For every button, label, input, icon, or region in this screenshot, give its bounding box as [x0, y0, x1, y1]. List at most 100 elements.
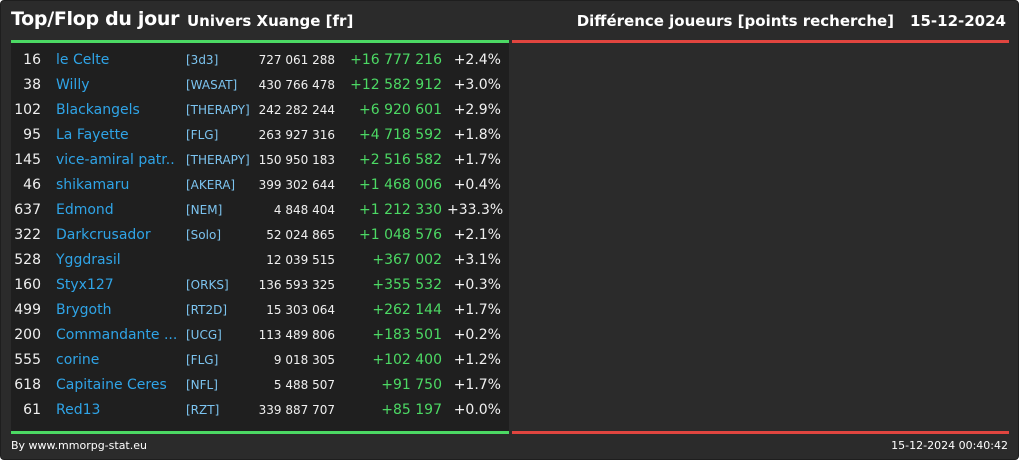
alliance-tag-link[interactable]: [3d3]: [186, 53, 219, 67]
percent-change: +0.4%: [453, 177, 501, 193]
header-info: Différence joueurs [points recherche] 15…: [577, 12, 1006, 30]
alliance-tag-link[interactable]: [Solo]: [186, 228, 221, 242]
player-name-link[interactable]: corine: [56, 352, 100, 368]
points-difference: +1 468 006: [359, 177, 442, 193]
player-name-link[interactable]: le Celte: [56, 52, 110, 68]
percent-change: +0.0%: [453, 402, 501, 418]
player-name-link[interactable]: shikamaru: [56, 177, 130, 193]
percent-change: +1.7%: [453, 377, 501, 393]
player-points: 430 766 478: [258, 78, 335, 92]
player-rank: 618: [14, 377, 41, 393]
player-rank: 322: [14, 227, 41, 243]
player-name-link[interactable]: vice-amiral patr...: [56, 152, 176, 168]
player-points: 9 018 305: [273, 353, 335, 367]
points-difference: +12 582 912: [350, 77, 442, 93]
percent-change: +1.2%: [453, 352, 501, 368]
alliance-tag-link[interactable]: [FLG]: [186, 353, 219, 367]
points-difference: +367 002: [372, 252, 442, 268]
table-row: 555 corine [FLG] 9 018 305 +102 400 +1.2%: [11, 348, 509, 373]
points-difference: +16 777 216: [350, 52, 442, 68]
player-name-link[interactable]: Willy: [56, 77, 90, 93]
player-name-link[interactable]: Brygoth: [56, 302, 112, 318]
player-rank: 200: [14, 327, 41, 343]
player-name-link[interactable]: Darkcrusador: [56, 227, 151, 243]
percent-change: +33.3%: [447, 202, 504, 218]
table-row: 95 La Fayette [FLG] 263 927 316 +4 718 592 +1…: [11, 123, 509, 148]
alliance-tag-link[interactable]: [AKERA]: [186, 178, 236, 192]
player-rank: 102: [14, 102, 41, 118]
percent-change: +2.1%: [453, 227, 501, 243]
table-row: 16 le Celte [3d3] 727 061 288 +16 777 216 +2.…: [11, 48, 509, 73]
player-name-link[interactable]: La Fayette: [56, 127, 129, 143]
table-row: 102 Blackangels [THERAPY] 242 282 244 +6 920…: [11, 98, 509, 123]
table-row: 38 Willy [WASAT] 430 766 478 +12 582 912 +3.0…: [11, 73, 509, 98]
player-rank: 38: [23, 77, 41, 93]
generated-timestamp: 15-12-2024 00:40:42: [891, 439, 1008, 452]
points-difference: +183 501: [372, 327, 442, 343]
site-credit: By www.mmorpg-stat.eu: [11, 439, 147, 452]
player-name-link[interactable]: Capitaine Ceres: [56, 377, 167, 393]
percent-change: +1.7%: [453, 152, 501, 168]
points-difference: +91 750: [381, 377, 442, 393]
percent-change: +0.3%: [453, 277, 501, 293]
player-rank: 61: [23, 402, 41, 418]
table-row: 618 Capitaine Ceres [NFL] 5 488 507 +91 750 +…: [11, 373, 509, 398]
player-name-link[interactable]: Edmond: [56, 202, 114, 218]
table-row: 637 Edmond [NEM] 4 848 404 +1 212 330 +33.3%: [11, 198, 509, 223]
percent-change: +2.4%: [453, 52, 501, 68]
player-points: 15 303 064: [266, 303, 335, 317]
points-difference: +2 516 582: [359, 152, 442, 168]
player-rank: 555: [14, 352, 41, 368]
player-name-link[interactable]: Commandante ...: [56, 327, 176, 343]
player-name-link[interactable]: Red13: [56, 402, 101, 418]
points-difference: +102 400: [372, 352, 442, 368]
player-rank: 95: [23, 127, 41, 143]
alliance-tag-link[interactable]: [RZT]: [186, 403, 220, 417]
player-points: 136 593 325: [258, 278, 335, 292]
alliance-tag-link[interactable]: [FLG]: [186, 128, 219, 142]
points-difference: +6 920 601: [359, 102, 442, 118]
table-row: 145 vice-amiral patr... [THERAPY] 150 950 1…: [11, 148, 509, 173]
percent-change: +3.1%: [453, 252, 501, 268]
player-rank: 145: [14, 152, 41, 168]
player-name-link[interactable]: Styx127: [56, 277, 114, 293]
player-points: 399 302 644: [258, 178, 335, 192]
percent-change: +1.8%: [453, 127, 501, 143]
player-name-link[interactable]: Yggdrasil: [56, 252, 121, 268]
table-row: 499 Brygoth [RT2D] 15 303 064 +262 144 +1.7%: [11, 298, 509, 323]
points-difference: +4 718 592: [359, 127, 442, 143]
category-label: Différence joueurs [points recherche]: [576, 12, 895, 30]
player-name-link[interactable]: Blackangels: [56, 102, 140, 118]
alliance-tag-link[interactable]: [WASAT]: [186, 78, 238, 92]
table-row: 528 Yggdrasil 12 039 515 +367 002 +3.1%: [11, 248, 509, 273]
player-rank: 637: [14, 202, 41, 218]
page-title: Top/Flop du jour: [11, 8, 180, 30]
alliance-tag-link[interactable]: [NEM]: [186, 203, 223, 217]
alliance-tag-link[interactable]: [RT2D]: [186, 303, 228, 317]
universe-label: Univers Xuange [fr]: [187, 12, 354, 30]
player-points: 150 950 183: [258, 153, 335, 167]
percent-change: +2.9%: [453, 102, 501, 118]
player-points: 4 848 404: [273, 203, 335, 217]
alliance-tag-link[interactable]: [THERAPY]: [186, 103, 250, 117]
top-accent-bar: [11, 40, 509, 43]
player-rank: 528: [14, 252, 41, 268]
flop-panel: [512, 40, 1009, 434]
player-rank: 160: [14, 277, 41, 293]
alliance-tag-link[interactable]: [UCG]: [186, 328, 222, 342]
alliance-tag-link[interactable]: [ORKS]: [186, 278, 229, 292]
table-row: 200 Commandante ... [UCG] 113 489 806 +183 5…: [11, 323, 509, 348]
table-row: 160 Styx127 [ORKS] 136 593 325 +355 532 +0.3%: [11, 273, 509, 298]
player-points: 263 927 316: [258, 128, 335, 142]
table-row: 61 Red13 [RZT] 339 887 707 +85 197 +0.0%: [11, 398, 509, 423]
points-difference: +1 212 330: [359, 202, 442, 218]
flop-accent-bar: [512, 40, 1009, 43]
top-accent-bar-bottom: [11, 431, 509, 434]
top-player-list: 16 le Celte [3d3] 727 061 288 +16 777 216 +2.…: [11, 48, 509, 423]
percent-change: +0.2%: [453, 327, 501, 343]
percent-change: +1.7%: [453, 302, 501, 318]
header-date: 15-12-2024: [910, 12, 1006, 30]
alliance-tag-link[interactable]: [THERAPY]: [186, 153, 250, 167]
alliance-tag-link[interactable]: [NFL]: [186, 378, 218, 392]
